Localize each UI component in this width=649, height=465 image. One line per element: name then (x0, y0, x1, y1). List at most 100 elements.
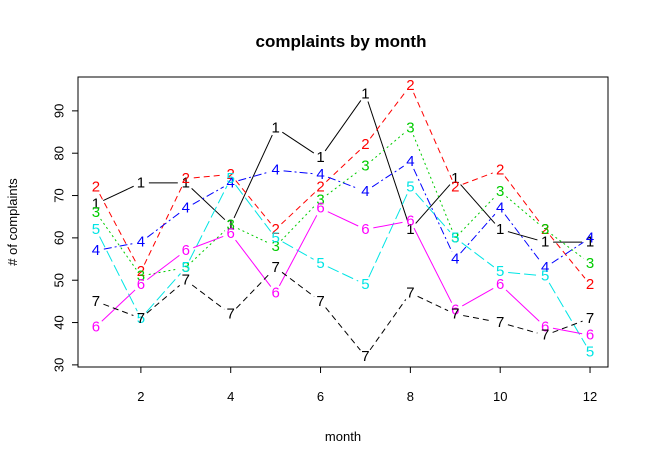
series-7-segment (281, 271, 315, 297)
series-6: 6 6 6 6 6 6 6 6 6 6 6 6 (92, 200, 594, 344)
series-1-segment (367, 101, 409, 222)
series-7-segment (191, 284, 225, 310)
series-2-point: 2 (586, 276, 594, 293)
series-1-point: 1 (227, 217, 235, 234)
series-2-segment (99, 193, 138, 265)
series-1-point: 1 (137, 174, 145, 191)
series-1-segment (460, 184, 496, 224)
series-3-point: 3 (496, 183, 504, 200)
series-6-point: 6 (406, 212, 414, 229)
series-4-segment (192, 186, 224, 205)
series-3-point: 3 (541, 221, 549, 238)
series-5-segment (368, 194, 408, 278)
series-2-point: 2 (271, 221, 279, 238)
series-4-point: 4 (182, 200, 190, 217)
series-5-point: 5 (406, 179, 414, 196)
series-5-point: 5 (316, 255, 324, 272)
series-3-point: 3 (92, 204, 100, 221)
series-4-point: 4 (271, 162, 279, 179)
series-3-point: 3 (361, 157, 369, 174)
series-5: 5 5 5 5 5 5 5 5 5 5 5 5 (92, 170, 594, 361)
series-7-point: 7 (451, 306, 459, 323)
series-5-point: 5 (361, 276, 369, 293)
series-5-point: 5 (227, 170, 235, 187)
series-3-point: 3 (182, 259, 190, 276)
series-2: 2 2 2 2 2 2 2 2 2 2 2 2 (92, 77, 594, 293)
series-2-segment (462, 172, 493, 185)
series-7-segment (325, 307, 361, 351)
series-6-point: 6 (137, 276, 145, 293)
series-6-segment (373, 221, 403, 229)
series-7-segment (235, 272, 271, 309)
series-2-point: 2 (137, 263, 145, 280)
series-2-point: 2 (406, 77, 414, 94)
series-1-segment (282, 131, 315, 154)
series-5-point: 5 (271, 229, 279, 246)
y-axis: 30 40 50 60 70 80 90 (52, 104, 79, 372)
series-3-point: 3 (586, 255, 594, 272)
series-4-segment (146, 212, 180, 238)
series-1-point: 1 (586, 234, 594, 251)
series-3-point: 3 (451, 229, 459, 246)
series-6-point: 6 (182, 242, 190, 259)
y-tick-label: 80 (52, 146, 67, 160)
plot-frame (77, 76, 609, 368)
series-5-point: 5 (451, 229, 459, 246)
series-3-segment (505, 196, 540, 225)
x-tick-label: 12 (583, 389, 597, 404)
series-7-point: 7 (271, 259, 279, 276)
series-6-point: 6 (496, 276, 504, 293)
series-5-segment (99, 236, 138, 312)
series-6-segment (101, 289, 136, 322)
series-1-point: 1 (316, 149, 324, 166)
series-1-segment (324, 100, 362, 152)
series-4-segment (460, 213, 496, 254)
series-1-point: 1 (451, 170, 459, 187)
series-5-segment (508, 271, 538, 276)
series-4-point: 4 (92, 242, 100, 259)
x-tick-label: 10 (493, 389, 507, 404)
chart-title: complaints by month (256, 32, 427, 51)
series-1-segment (415, 184, 451, 224)
series-7-point: 7 (586, 310, 594, 327)
series-3-point: 3 (137, 267, 145, 284)
series-4-point: 4 (496, 200, 504, 217)
series-1-point: 1 (361, 85, 369, 102)
y-tick-label: 50 (52, 273, 67, 287)
series-4-point: 4 (227, 174, 235, 191)
series-2-segment (369, 91, 406, 139)
series-3-segment (100, 218, 137, 270)
series-4-segment (371, 165, 404, 188)
series-1-point: 1 (271, 119, 279, 136)
series-4-segment (413, 168, 453, 252)
series-4-segment (238, 171, 269, 182)
y-tick-label: 60 (52, 231, 67, 245)
series-2-segment (413, 92, 453, 180)
series-5-segment (145, 273, 181, 313)
series-7-segment (507, 324, 538, 334)
series-5-point: 5 (586, 344, 594, 361)
x-tick-label: 4 (227, 389, 234, 404)
series-3-segment (551, 233, 584, 259)
series-7-point: 7 (361, 348, 369, 365)
series-6-point: 6 (92, 318, 100, 335)
series-4-point: 4 (586, 229, 594, 246)
series-6-point: 6 (451, 301, 459, 318)
series-7-segment (369, 299, 407, 351)
series-2-point: 2 (92, 179, 100, 196)
series-7-point: 7 (92, 293, 100, 310)
series-2-point: 2 (361, 136, 369, 153)
series-5-segment (235, 184, 272, 232)
series-4-segment (283, 170, 313, 175)
series-2-point: 2 (227, 166, 235, 183)
series-6-point: 6 (541, 318, 549, 335)
series-1-segment (233, 134, 273, 219)
series-1-point: 1 (182, 174, 190, 191)
x-tick-label: 8 (407, 389, 414, 404)
series-4-segment (327, 176, 359, 189)
series-3-segment (237, 228, 269, 244)
series-6-point: 6 (586, 327, 594, 344)
series-4: 4 4 4 4 4 4 4 4 4 4 4 4 (92, 153, 594, 276)
series-5-segment (461, 242, 495, 268)
series-5-segment (327, 266, 359, 282)
